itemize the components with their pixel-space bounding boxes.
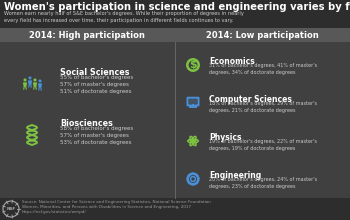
FancyBboxPatch shape bbox=[0, 198, 350, 220]
Circle shape bbox=[188, 139, 189, 141]
Polygon shape bbox=[187, 178, 188, 181]
Text: 18% of bachelor's degrees, 29% of master's
degrees, 21% of doctorate degrees: 18% of bachelor's degrees, 29% of master… bbox=[209, 101, 317, 113]
Text: Computer Sciences: Computer Sciences bbox=[209, 95, 292, 104]
Text: Engineering: Engineering bbox=[209, 171, 261, 180]
Text: Source: National Center for Science and Engineering Statistics, National Science: Source: National Center for Science and … bbox=[22, 200, 211, 214]
Circle shape bbox=[38, 79, 42, 82]
Text: Social Sciences: Social Sciences bbox=[60, 68, 130, 77]
Polygon shape bbox=[38, 83, 42, 88]
Circle shape bbox=[34, 79, 36, 81]
Polygon shape bbox=[187, 173, 190, 176]
FancyBboxPatch shape bbox=[0, 0, 350, 28]
Text: Women earn nearly half of S&E bachelor's degrees. While their proportion of degr: Women earn nearly half of S&E bachelor's… bbox=[4, 11, 244, 23]
FancyBboxPatch shape bbox=[0, 28, 350, 42]
Polygon shape bbox=[23, 82, 27, 86]
Text: Physics: Physics bbox=[209, 133, 241, 142]
Text: Biosciences: Biosciences bbox=[60, 119, 113, 128]
Text: Women's participation in science and engineering varies by field: Women's participation in science and eng… bbox=[4, 2, 350, 12]
Text: $: $ bbox=[189, 60, 197, 70]
Text: 20% of bachelor's degrees, 24% of master's
degrees, 23% of doctorate degrees: 20% of bachelor's degrees, 24% of master… bbox=[209, 177, 317, 189]
Polygon shape bbox=[191, 184, 195, 185]
Polygon shape bbox=[196, 173, 199, 176]
Text: 58% of bachelor's degrees
57% of master's degrees
53% of doctorate degrees: 58% of bachelor's degrees 57% of master'… bbox=[60, 126, 133, 145]
Polygon shape bbox=[198, 178, 199, 181]
Text: Economics: Economics bbox=[209, 57, 255, 66]
Polygon shape bbox=[28, 80, 32, 84]
Text: 2014: High participation: 2014: High participation bbox=[29, 31, 145, 40]
Circle shape bbox=[197, 139, 198, 141]
Text: 19% of bachelor's degrees, 22% of master's
degrees, 19% of doctorate degrees: 19% of bachelor's degrees, 22% of master… bbox=[209, 139, 317, 151]
Polygon shape bbox=[191, 172, 195, 174]
Polygon shape bbox=[33, 82, 37, 86]
Text: 31% of bachelor's degrees, 41% of master's
degrees, 34% of doctorate degrees: 31% of bachelor's degrees, 41% of master… bbox=[209, 63, 317, 75]
Polygon shape bbox=[196, 182, 199, 185]
Circle shape bbox=[192, 142, 194, 143]
FancyBboxPatch shape bbox=[0, 42, 350, 198]
Text: 2014: Low participation: 2014: Low participation bbox=[206, 31, 318, 40]
Circle shape bbox=[191, 139, 195, 143]
Text: NSF: NSF bbox=[6, 207, 15, 211]
Circle shape bbox=[28, 76, 32, 79]
Circle shape bbox=[23, 79, 27, 81]
Polygon shape bbox=[187, 182, 190, 185]
Text: 55% of bachelor's degrees
57% of master's degrees
51% of doctorate degrees: 55% of bachelor's degrees 57% of master'… bbox=[60, 75, 133, 94]
FancyBboxPatch shape bbox=[189, 99, 197, 104]
